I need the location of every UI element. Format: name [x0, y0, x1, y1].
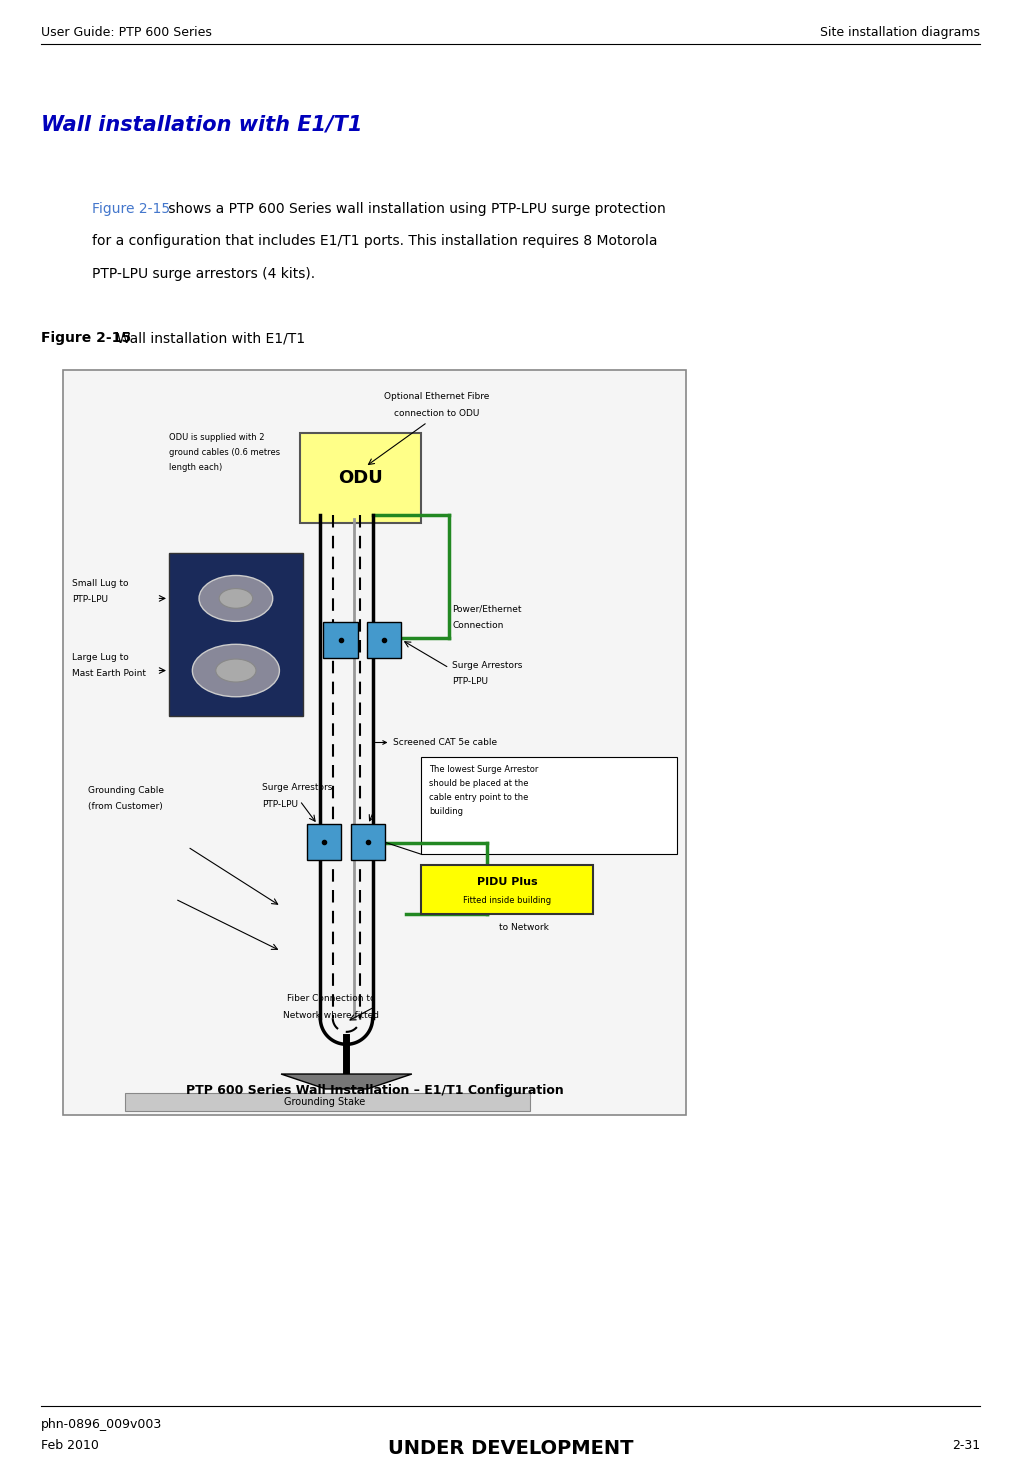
Text: for a configuration that includes E1/T1 ports. This installation requires 8 Moto: for a configuration that includes E1/T1 …: [92, 234, 658, 249]
Text: Surge Arrestors: Surge Arrestors: [452, 661, 523, 670]
Text: ground cables (0.6 metres: ground cables (0.6 metres: [168, 448, 280, 457]
Text: connection to ODU: connection to ODU: [394, 409, 480, 418]
Text: Figure 2-15: Figure 2-15: [92, 202, 171, 217]
Text: length each): length each): [168, 463, 223, 472]
Ellipse shape: [199, 576, 273, 621]
Bar: [351, 825, 385, 860]
Text: PTP-LPU: PTP-LPU: [262, 800, 298, 809]
Text: Optional Ethernet Fibre: Optional Ethernet Fibre: [384, 393, 489, 401]
Text: UNDER DEVELOPMENT: UNDER DEVELOPMENT: [388, 1439, 633, 1458]
Text: 2-31: 2-31: [952, 1439, 980, 1452]
Text: (from Customer): (from Customer): [88, 803, 162, 812]
Text: PTP-LPU: PTP-LPU: [452, 677, 488, 686]
Text: Network where fitted: Network where fitted: [283, 1011, 379, 1020]
Bar: [367, 621, 401, 658]
Ellipse shape: [220, 589, 252, 608]
Bar: [126, 1093, 530, 1112]
Text: User Guide: PTP 600 Series: User Guide: PTP 600 Series: [41, 26, 211, 40]
Bar: [63, 371, 686, 1115]
Text: should be placed at the: should be placed at the: [429, 779, 529, 788]
Ellipse shape: [215, 659, 256, 683]
Text: shows a PTP 600 Series wall installation using PTP-LPU surge protection: shows a PTP 600 Series wall installation…: [164, 202, 666, 217]
Text: Screened CAT 5e cable: Screened CAT 5e cable: [376, 738, 497, 747]
Text: ODU is supplied with 2: ODU is supplied with 2: [168, 434, 264, 442]
Text: Small Lug to: Small Lug to: [72, 579, 129, 587]
Text: Wall installation with E1/T1: Wall installation with E1/T1: [41, 114, 362, 135]
Bar: [422, 757, 677, 854]
Ellipse shape: [192, 645, 280, 697]
Text: Copper Connection: Copper Connection: [499, 907, 586, 916]
Text: Fiber Connection to: Fiber Connection to: [287, 995, 375, 1004]
Text: PIDU Plus: PIDU Plus: [477, 878, 537, 888]
Text: Fitted inside building: Fitted inside building: [463, 895, 551, 905]
Text: to Network: to Network: [499, 923, 549, 932]
Text: Wall installation with E1/T1: Wall installation with E1/T1: [108, 331, 305, 346]
Bar: [324, 621, 357, 658]
Text: Large Lug to: Large Lug to: [72, 653, 129, 662]
Text: PTP-LPU surge arrestors (4 kits).: PTP-LPU surge arrestors (4 kits).: [92, 267, 315, 281]
Text: ODU: ODU: [338, 469, 383, 486]
Text: phn-0896_009v003: phn-0896_009v003: [41, 1418, 162, 1431]
Text: Mast Earth Point: Mast Earth Point: [72, 670, 146, 678]
Text: building: building: [429, 807, 464, 816]
Bar: [300, 434, 422, 523]
Text: PTP-LPU: PTP-LPU: [72, 595, 108, 604]
Text: T1/E1 Connection: T1/E1 Connection: [512, 883, 591, 894]
Text: Site installation diagrams: Site installation diagrams: [820, 26, 980, 40]
Text: Grounding Cable: Grounding Cable: [88, 785, 164, 794]
Polygon shape: [281, 1074, 411, 1088]
Bar: [422, 866, 592, 914]
Text: Power/Ethernet: Power/Ethernet: [452, 605, 522, 614]
Text: Surge Arrestors: Surge Arrestors: [262, 784, 333, 793]
Text: Feb 2010: Feb 2010: [41, 1439, 99, 1452]
Text: PTP 600 Series Wall Installation – E1/T1 Configuration: PTP 600 Series Wall Installation – E1/T1…: [186, 1084, 564, 1097]
Bar: [307, 825, 341, 860]
Text: The lowest Surge Arrestor: The lowest Surge Arrestor: [429, 765, 539, 775]
Bar: [168, 552, 303, 716]
Text: Grounding Stake: Grounding Stake: [284, 1097, 366, 1106]
Text: Figure 2-15: Figure 2-15: [41, 331, 131, 346]
Text: Connection: Connection: [452, 621, 503, 630]
Text: cable entry point to the: cable entry point to the: [429, 794, 529, 803]
